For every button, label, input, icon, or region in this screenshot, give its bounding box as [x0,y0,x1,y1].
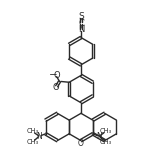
Text: C: C [78,19,84,28]
Text: N: N [96,132,102,141]
Text: O: O [53,71,60,80]
Text: CH₃: CH₃ [99,128,111,134]
Text: −: − [49,70,58,80]
Text: N: N [37,132,42,141]
Text: CH₃: CH₃ [27,128,39,134]
Text: ⁺: ⁺ [81,140,85,146]
Text: O: O [77,139,83,148]
Text: O: O [52,83,59,92]
Text: N: N [78,25,84,34]
Text: CH₃: CH₃ [99,139,111,145]
Text: CH₃: CH₃ [27,139,39,145]
Text: S: S [78,12,84,21]
